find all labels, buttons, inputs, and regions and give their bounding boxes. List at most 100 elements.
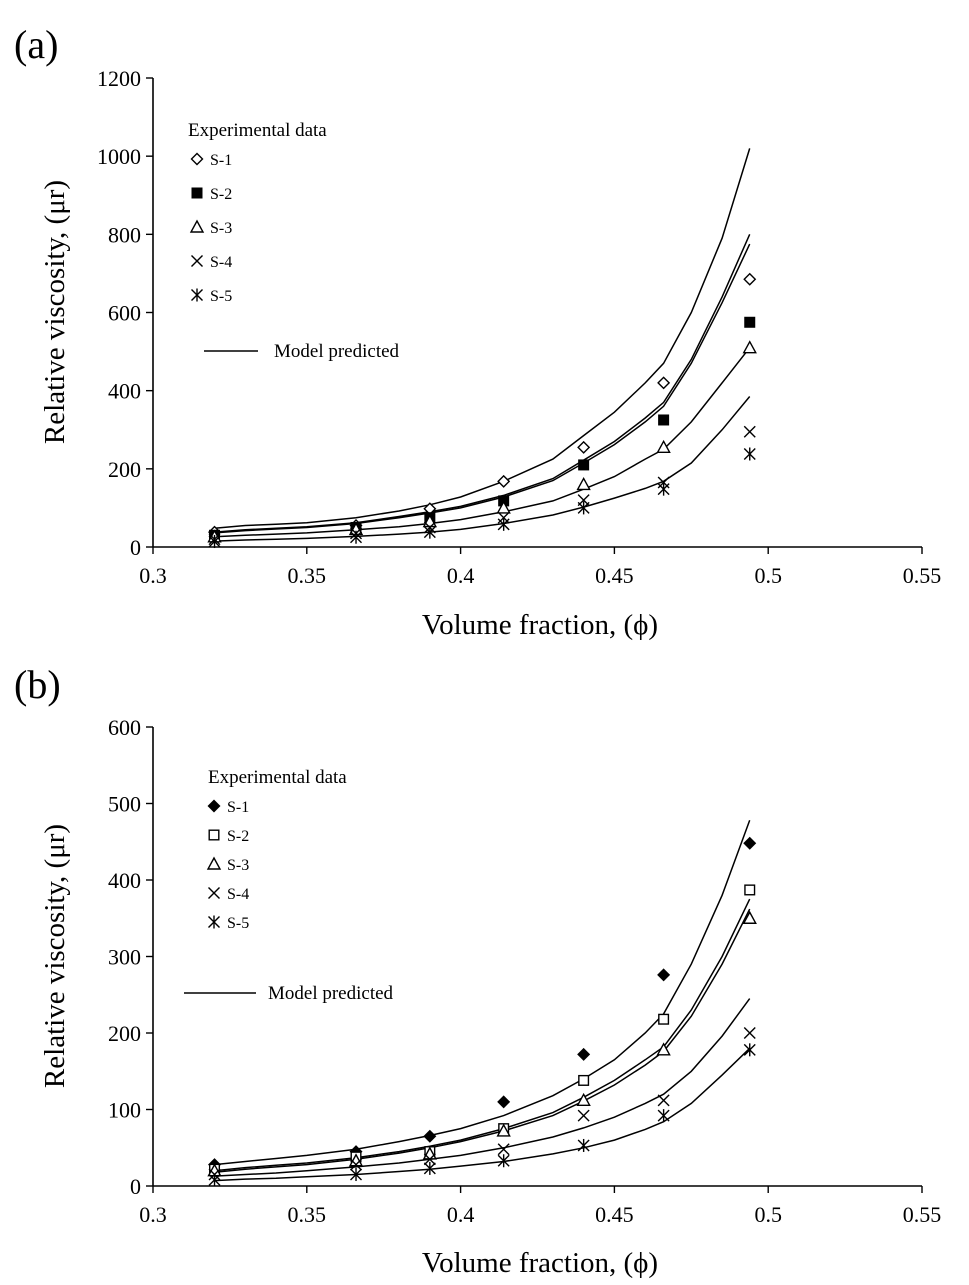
- panel-a-legend-entry-s-5: S-5: [210, 288, 232, 305]
- panel-b-point-s-4: [743, 1027, 756, 1039]
- panel-a-point-s-5: [657, 482, 670, 496]
- panel-b-x-tick-label: 0.45: [595, 1202, 634, 1227]
- panel-b-legend-entry-s-1: S-1: [227, 799, 249, 816]
- panel-b-point-s-4: [577, 1109, 590, 1122]
- panel-b-point-s-1: [423, 1129, 437, 1143]
- panel-a-point-s-5: [350, 530, 363, 544]
- panel-a-legend-entry-s-3: S-3: [210, 220, 232, 237]
- panel-b-xlabel: Volume fraction, (ϕ): [422, 1247, 658, 1279]
- panel-a-y-tick-label: 1200: [97, 66, 141, 91]
- panel-b-point-s-1: [743, 836, 757, 850]
- panel-b-point-s-5: [423, 1161, 436, 1175]
- panel-a-y-tick-label: 0: [130, 535, 141, 560]
- panel-b-model-line-2: [214, 898, 751, 1172]
- panel-a-point-s-4: [743, 425, 756, 438]
- panel-a-point-s-1: [577, 440, 591, 454]
- panel-a-point-s-5: [743, 447, 756, 461]
- panel-b-point-s-2: [578, 1074, 590, 1086]
- panel-b-legend-marker-s-5: [208, 915, 220, 929]
- panel-a-point-s-2: [658, 414, 670, 426]
- panel-b-point-s-1: [657, 968, 671, 982]
- panel-b-legend: Experimental data S-1 S-2 S-3 S-4 S-5 Model pr…: [184, 767, 394, 1004]
- panel-a-point-s-5: [577, 501, 590, 515]
- panel-a-point-s-1: [743, 272, 757, 286]
- panel-b-label: (b): [14, 662, 61, 707]
- panel-b-point-s-4: [423, 1153, 436, 1166]
- panel-b-point-s-5: [350, 1168, 363, 1182]
- panel-b-y-tick-label: 300: [108, 945, 141, 970]
- panel-a-point-s-5: [208, 535, 221, 549]
- panel-b-point-s-5: [743, 1043, 756, 1057]
- panel-b-x-tick-label: 0.3: [139, 1202, 167, 1227]
- panel-b-point-s-3: [348, 1153, 364, 1167]
- panel-a-y-tick-label: 800: [108, 222, 141, 247]
- panel-a-legend-marker-s-5: [191, 288, 203, 302]
- panel-b-legend-entry-s-3: S-3: [227, 857, 249, 874]
- panel-b-y-tick-label: 0: [130, 1174, 141, 1199]
- panel-b-point-s-4: [497, 1143, 510, 1156]
- panel-b-legend-marker-s-1: [207, 799, 221, 813]
- panel-a-y-tick-label: 600: [108, 301, 141, 326]
- panel-b-ylabel: Relative viscosity, (μr): [39, 824, 71, 1088]
- panel-b-model-line-4: [214, 998, 751, 1177]
- panel-b-legend-entry-s-5: S-5: [227, 915, 249, 932]
- panel-a-point-s-5: [497, 517, 510, 531]
- chart-panel-b: (b) Relative viscosity, (μr) Volume frac…: [14, 662, 941, 1279]
- panel-b-x-tick-label: 0.4: [447, 1202, 475, 1227]
- panel-b-legend-entry-s-4: S-4: [227, 886, 249, 903]
- panel-b-legend-title: Experimental data: [208, 767, 347, 788]
- panel-b-point-s-4: [657, 1094, 670, 1107]
- panel-b-point-s-5: [577, 1138, 590, 1152]
- chart-panel-a: (a) Relative viscosity, (μr) Volume frac…: [14, 22, 941, 641]
- panel-a-legend-marker-s-1: [190, 152, 204, 166]
- panel-a-point-s-1: [657, 376, 671, 390]
- panel-a-xlabel: Volume fraction, (ϕ): [422, 609, 658, 641]
- panel-a-legend: Experimental data S-1 S-2 S-3 S-4 S-5 Model pr…: [188, 120, 400, 362]
- panel-b-point-s-5: [497, 1154, 510, 1168]
- panel-b-x-tick-label: 0.35: [288, 1202, 327, 1227]
- panel-a-legend-entry-s-4: S-4: [210, 254, 232, 271]
- panel-a-legend-title: Experimental data: [188, 120, 327, 141]
- panel-a-x-tick-label: 0.5: [754, 563, 782, 588]
- panel-b-model-line-5: [214, 1047, 751, 1182]
- panel-b-legend-marker-s-3: [206, 856, 222, 870]
- panel-b-point-s-1: [497, 1095, 511, 1109]
- panel-b-y-tick-label: 100: [108, 1098, 141, 1123]
- panel-a-point-s-2: [744, 316, 756, 328]
- panel-a-legend-entry-s-2: S-2: [210, 186, 232, 203]
- panel-b-point-s-5: [657, 1109, 670, 1123]
- panel-b-point-s-2: [658, 1013, 670, 1025]
- panel-a-point-s-5: [423, 525, 436, 539]
- panel-a-label: (a): [14, 22, 58, 67]
- panel-a-legend-marker-s-4: [191, 255, 203, 267]
- panel-a-legend-marker-s-2: [191, 187, 203, 199]
- panel-a-legend-model-label: Model predicted: [274, 341, 400, 362]
- panel-a-point-s-1: [497, 474, 511, 488]
- panel-b-x-tick-label: 0.5: [754, 1202, 782, 1227]
- panel-a-x-tick-label: 0.4: [447, 563, 475, 588]
- panel-a-model-line-5: [214, 396, 751, 542]
- panel-a-point-s-3: [496, 500, 511, 514]
- panel-b-point-s-3: [576, 1092, 591, 1107]
- panel-a-y-tick-label: 200: [108, 457, 141, 482]
- panel-b-model-line-1: [214, 820, 751, 1166]
- panel-a-model-line-1: [214, 148, 751, 529]
- panel-b-point-s-5: [208, 1173, 221, 1187]
- panel-a-x-tick-label: 0.55: [903, 563, 942, 588]
- panel-b-point-s-2: [744, 884, 756, 896]
- panel-a-x-tick-label: 0.35: [288, 563, 327, 588]
- panel-b-y-tick-label: 400: [108, 868, 141, 893]
- panel-b-point-s-3: [496, 1123, 511, 1137]
- panel-a-x-tick-label: 0.45: [595, 563, 634, 588]
- panel-b-legend-entry-s-2: S-2: [227, 828, 249, 845]
- panel-b-point-s-3: [656, 1042, 671, 1056]
- panel-a-y-tick-label: 1000: [97, 144, 141, 169]
- panel-a-point-s-3: [742, 340, 757, 354]
- panel-b-y-tick-label: 600: [108, 715, 141, 740]
- panel-a-point-s-3: [576, 477, 591, 491]
- panel-a-x-tick-label: 0.3: [139, 563, 167, 588]
- panel-a-point-s-2: [578, 459, 590, 471]
- panel-a-legend-entry-s-1: S-1: [210, 152, 232, 169]
- panel-b-point-s-1: [577, 1047, 591, 1061]
